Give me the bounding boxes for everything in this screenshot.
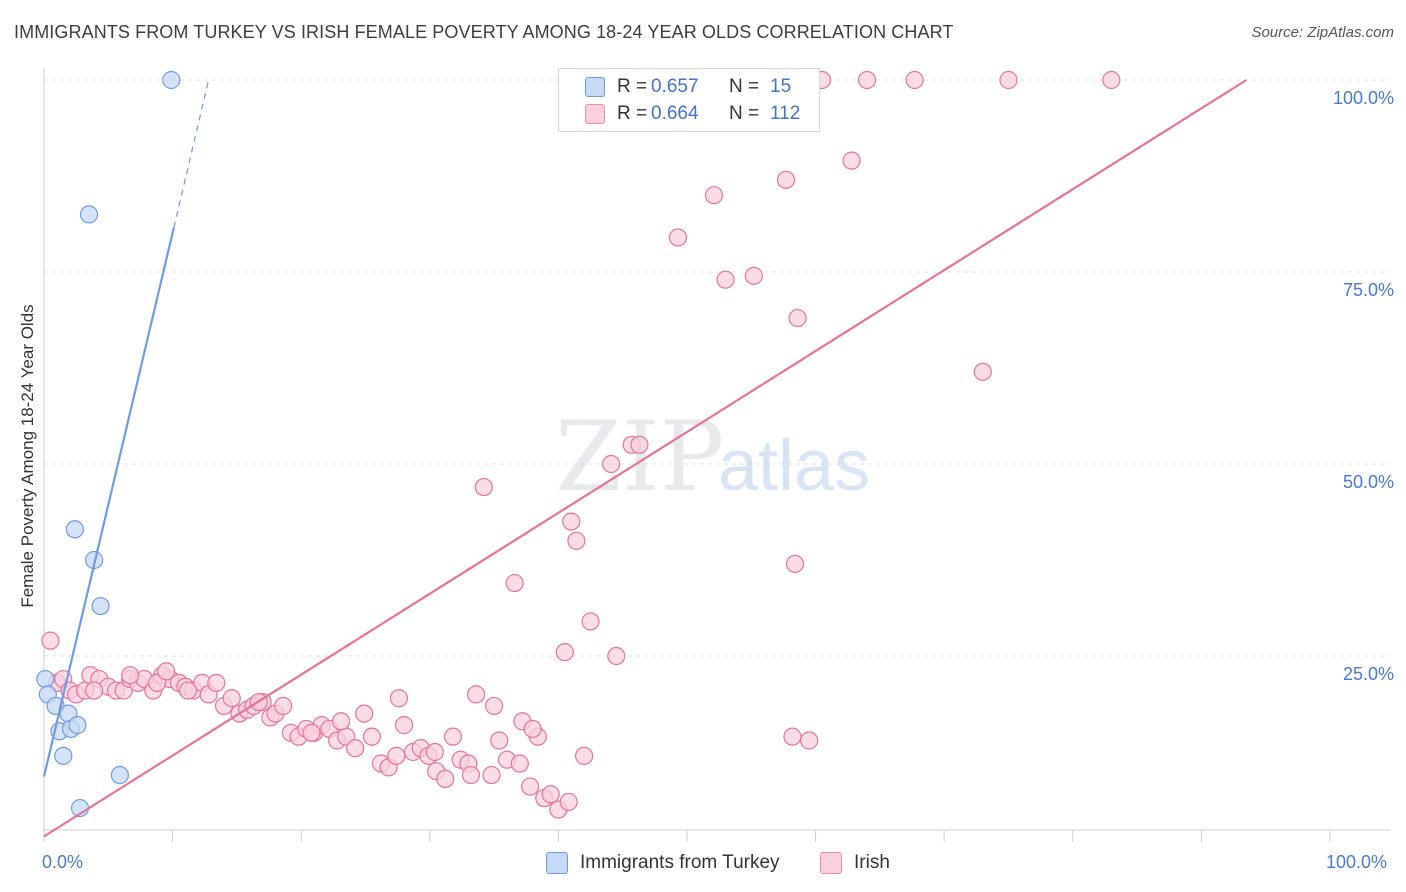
- n-label: N =: [729, 76, 760, 97]
- data-point: [346, 739, 365, 758]
- data-point: [162, 70, 181, 90]
- data-point: [389, 689, 409, 708]
- data-point: [783, 727, 802, 746]
- data-point: [523, 719, 542, 739]
- y-tick-label: 25.0%: [1342, 664, 1394, 684]
- data-point: [716, 270, 735, 289]
- data-point: [85, 681, 104, 700]
- legend-label-turkey: Immigrants from Turkey: [580, 852, 780, 873]
- data-point: [581, 612, 600, 631]
- data-point: [121, 666, 140, 685]
- source-label: Source: ZipAtlas.com: [1251, 24, 1394, 41]
- data-point: [842, 151, 861, 170]
- data-point: [36, 669, 55, 689]
- data-point: [222, 689, 241, 708]
- data-point: [79, 205, 99, 224]
- data-point: [91, 596, 110, 616]
- legend-swatch-irish: [585, 104, 605, 124]
- data-point: [178, 681, 198, 700]
- data-point: [905, 70, 924, 90]
- legend-swatch-turkey: [546, 852, 568, 874]
- watermark-zip: ZIP: [555, 401, 724, 513]
- data-point: [65, 520, 84, 539]
- y-tick-label: 75.0%: [1342, 280, 1394, 300]
- data-point: [602, 454, 621, 474]
- data-point: [387, 746, 406, 765]
- data-point: [567, 531, 586, 550]
- trend-line: [43, 79, 1247, 838]
- r-label: R =: [617, 103, 648, 124]
- data-point: [1102, 70, 1121, 90]
- legend-item-irish[interactable]: Irish: [820, 852, 890, 874]
- data-point: [541, 785, 560, 804]
- data-point: [436, 769, 455, 788]
- data-point: [704, 186, 724, 205]
- data-point: [157, 662, 176, 681]
- data-point: [630, 435, 649, 454]
- data-point: [54, 746, 73, 765]
- data-point: [562, 512, 581, 531]
- data-point: [973, 362, 992, 381]
- legend-label-irish: Irish: [854, 852, 890, 873]
- data-point: [425, 742, 445, 762]
- data-point: [474, 477, 493, 497]
- data-point: [559, 792, 578, 812]
- data-point: [466, 685, 486, 704]
- n-value: 15: [770, 76, 792, 97]
- x-tick-min: 0.0%: [42, 852, 84, 872]
- x-tick-max: 100.0%: [1326, 852, 1388, 872]
- data-point: [785, 554, 805, 573]
- series-legend: Immigrants from Turkey Irish: [0, 852, 1406, 878]
- data-point: [274, 696, 293, 716]
- data-point: [788, 308, 807, 328]
- data-point: [41, 631, 60, 650]
- trend-line: [42, 227, 175, 777]
- data-point: [331, 712, 351, 731]
- trend-lines: [42, 79, 1247, 838]
- grid: [44, 79, 1390, 657]
- data-point: [207, 673, 226, 692]
- data-point: [575, 746, 594, 765]
- data-point: [521, 777, 540, 796]
- r-label: R =: [617, 76, 648, 97]
- data-point: [461, 765, 481, 785]
- n-value: 112: [770, 103, 801, 124]
- y-tick-label: 100.0%: [1332, 88, 1394, 108]
- data-point: [505, 573, 524, 593]
- data-point: [800, 731, 819, 750]
- data-point: [607, 646, 626, 666]
- data-point: [555, 643, 574, 662]
- data-point: [999, 70, 1018, 90]
- legend-item-turkey[interactable]: Immigrants from Turkey: [546, 852, 780, 874]
- data-point: [302, 723, 321, 742]
- data-point: [776, 170, 796, 189]
- n-label: N =: [729, 103, 760, 124]
- data-point: [68, 716, 87, 735]
- data-point: [857, 70, 877, 90]
- data-point: [668, 228, 688, 247]
- data-point: [110, 765, 129, 785]
- r-value: 0.657: [651, 76, 699, 97]
- data-point: [362, 727, 382, 746]
- r-value: 0.664: [651, 103, 699, 124]
- stats-legend: R = 0.657 N = 15 R = 0.664 N = 112: [558, 68, 820, 132]
- chart-title: IMMIGRANTS FROM TURKEY VS IRISH FEMALE P…: [14, 22, 954, 42]
- data-point: [443, 727, 463, 746]
- data-point: [485, 696, 504, 716]
- y-tick-label: 50.0%: [1342, 472, 1394, 492]
- data-point: [510, 754, 529, 773]
- trend-line-extension: [173, 79, 210, 228]
- data-point: [744, 266, 763, 285]
- axes: [43, 68, 1390, 842]
- data-point: [482, 765, 501, 785]
- legend-swatch-irish: [820, 852, 842, 874]
- legend-swatch-turkey: [585, 77, 605, 97]
- data-point: [355, 704, 374, 723]
- watermark-atlas: atlas: [718, 426, 870, 506]
- data-point: [394, 716, 414, 735]
- data-point: [490, 731, 509, 750]
